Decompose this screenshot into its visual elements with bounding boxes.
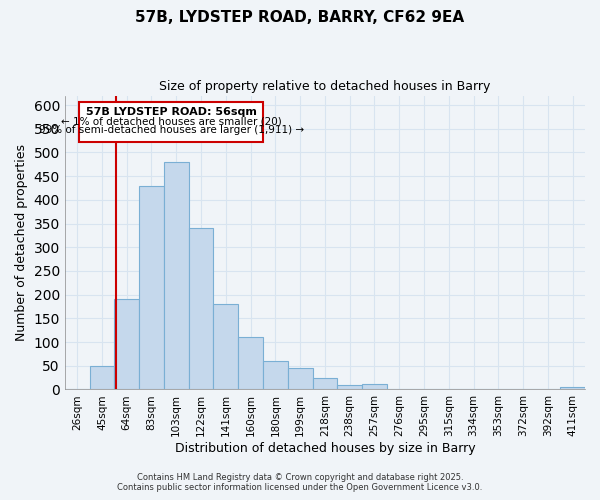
Text: 99% of semi-detached houses are larger (1,911) →: 99% of semi-detached houses are larger (… [38,125,304,135]
Bar [164,162,188,390]
Bar [79,102,263,142]
Bar [362,384,387,390]
Y-axis label: Number of detached properties: Number of detached properties [15,144,28,341]
Title: Size of property relative to detached houses in Barry: Size of property relative to detached ho… [159,80,491,93]
Bar [214,304,238,390]
Bar [115,300,139,390]
Text: ← 1% of detached houses are smaller (20): ← 1% of detached houses are smaller (20) [61,116,281,126]
X-axis label: Distribution of detached houses by size in Barry: Distribution of detached houses by size … [175,442,475,455]
Bar [89,366,115,390]
Text: 57B, LYDSTEP ROAD, BARRY, CF62 9EA: 57B, LYDSTEP ROAD, BARRY, CF62 9EA [136,10,464,25]
Bar [188,228,214,390]
Bar [263,361,288,390]
Text: Contains HM Land Registry data © Crown copyright and database right 2025.
Contai: Contains HM Land Registry data © Crown c… [118,473,482,492]
Bar [238,338,263,390]
Bar [560,387,585,390]
Bar [288,368,313,390]
Bar [139,186,164,390]
Bar [313,378,337,390]
Bar [337,384,362,390]
Text: 57B LYDSTEP ROAD: 56sqm: 57B LYDSTEP ROAD: 56sqm [86,108,257,118]
